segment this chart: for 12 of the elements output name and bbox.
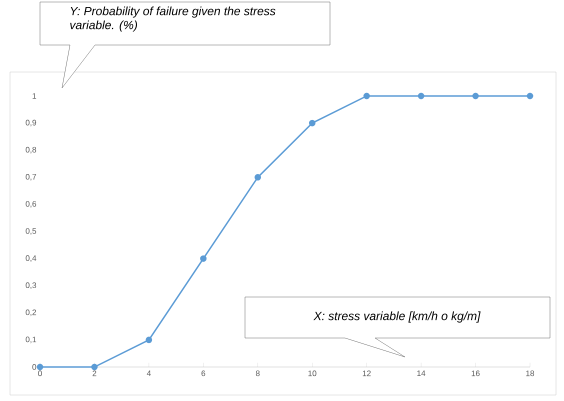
point bbox=[146, 336, 152, 344]
point bbox=[472, 92, 479, 100]
point bbox=[91, 364, 98, 370]
point bbox=[308, 120, 316, 126]
point bbox=[418, 92, 424, 100]
point bbox=[200, 255, 207, 262]
point bbox=[36, 364, 44, 370]
text: Y: Probability of failure given the stress variable. (%) bbox=[70, 6, 276, 32]
point bbox=[363, 92, 370, 100]
annotation: X: stress variable [km/h o kg/m] bbox=[313, 311, 481, 323]
point bbox=[526, 92, 534, 100]
point bbox=[254, 174, 262, 181]
